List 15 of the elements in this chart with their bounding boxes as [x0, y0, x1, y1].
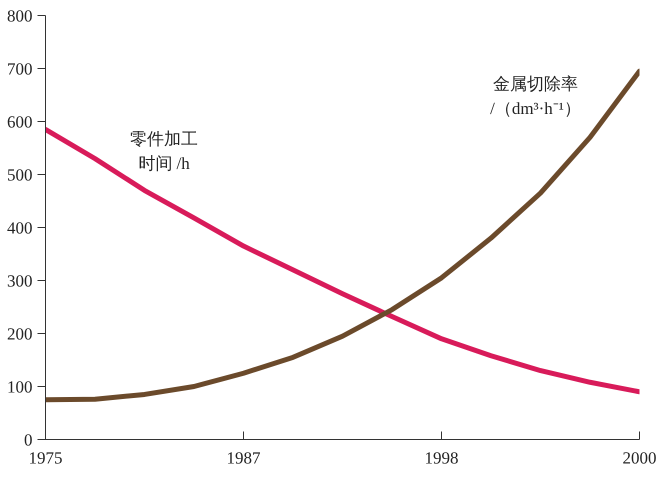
x-tick-label: 1975: [28, 448, 62, 468]
x-tick-label: 2000: [622, 448, 656, 468]
x-tick-label: 1987: [226, 448, 261, 468]
y-tick-label: 300: [7, 272, 32, 290]
y-tick-label: 100: [7, 378, 32, 396]
y-tick-label: 600: [7, 112, 32, 132]
y-tick-label: 700: [7, 60, 32, 78]
y-tick-label: 400: [7, 218, 32, 238]
y-tick-label: 0: [24, 430, 32, 450]
series-label: 金属切除率/（dm³·h⁻¹）: [490, 74, 581, 118]
y-tick-label: 200: [7, 324, 32, 344]
x-tick-label: 1998: [424, 448, 458, 468]
series-label: 零件加工时间 /h: [130, 129, 198, 173]
y-tick-label: 800: [7, 6, 32, 26]
y-tick-label: 500: [7, 166, 32, 184]
